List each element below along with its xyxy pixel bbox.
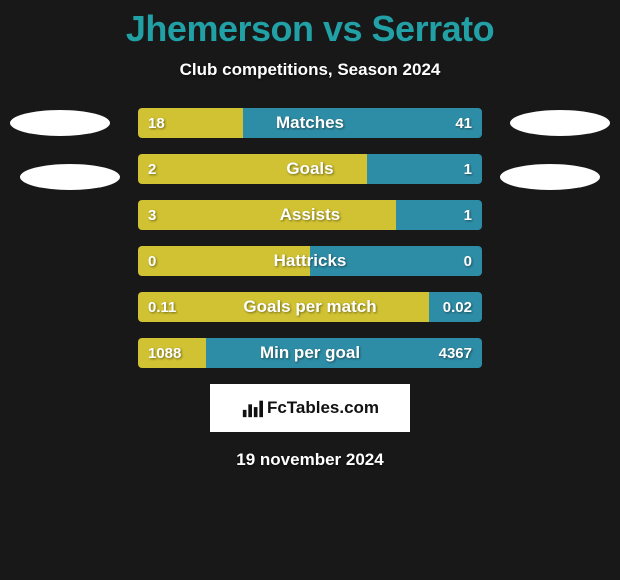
stat-label: Min per goal	[138, 338, 482, 368]
stat-row: 00Hattricks	[138, 246, 482, 276]
stat-label: Assists	[138, 200, 482, 230]
stat-row: 31Assists	[138, 200, 482, 230]
player-left-photo-2	[20, 164, 120, 190]
stat-row: 21Goals	[138, 154, 482, 184]
stat-row: 10884367Min per goal	[138, 338, 482, 368]
brand-box: FcTables.com	[210, 384, 410, 432]
stat-row: 0.110.02Goals per match	[138, 292, 482, 322]
stat-label: Goals	[138, 154, 482, 184]
stat-row: 1841Matches	[138, 108, 482, 138]
subtitle: Club competitions, Season 2024	[0, 60, 620, 80]
stat-label: Hattricks	[138, 246, 482, 276]
player-right-photo-2	[500, 164, 600, 190]
comparison-area: 1841Matches 21Goals 31Assists 00Hattricks 0.…	[0, 108, 620, 368]
bar-chart-icon	[241, 397, 263, 419]
stat-bars-container: 1841Matches 21Goals 31Assists 00Hattricks 0.…	[138, 108, 482, 368]
brand-text: FcTables.com	[267, 398, 379, 418]
player-right-photo-1	[510, 110, 610, 136]
page-title: Jhemerson vs Serrato	[0, 0, 620, 50]
brand-inner: FcTables.com	[241, 397, 379, 419]
stat-label: Matches	[138, 108, 482, 138]
date-line: 19 november 2024	[0, 450, 620, 470]
stat-label: Goals per match	[138, 292, 482, 322]
player-left-photo-1	[10, 110, 110, 136]
